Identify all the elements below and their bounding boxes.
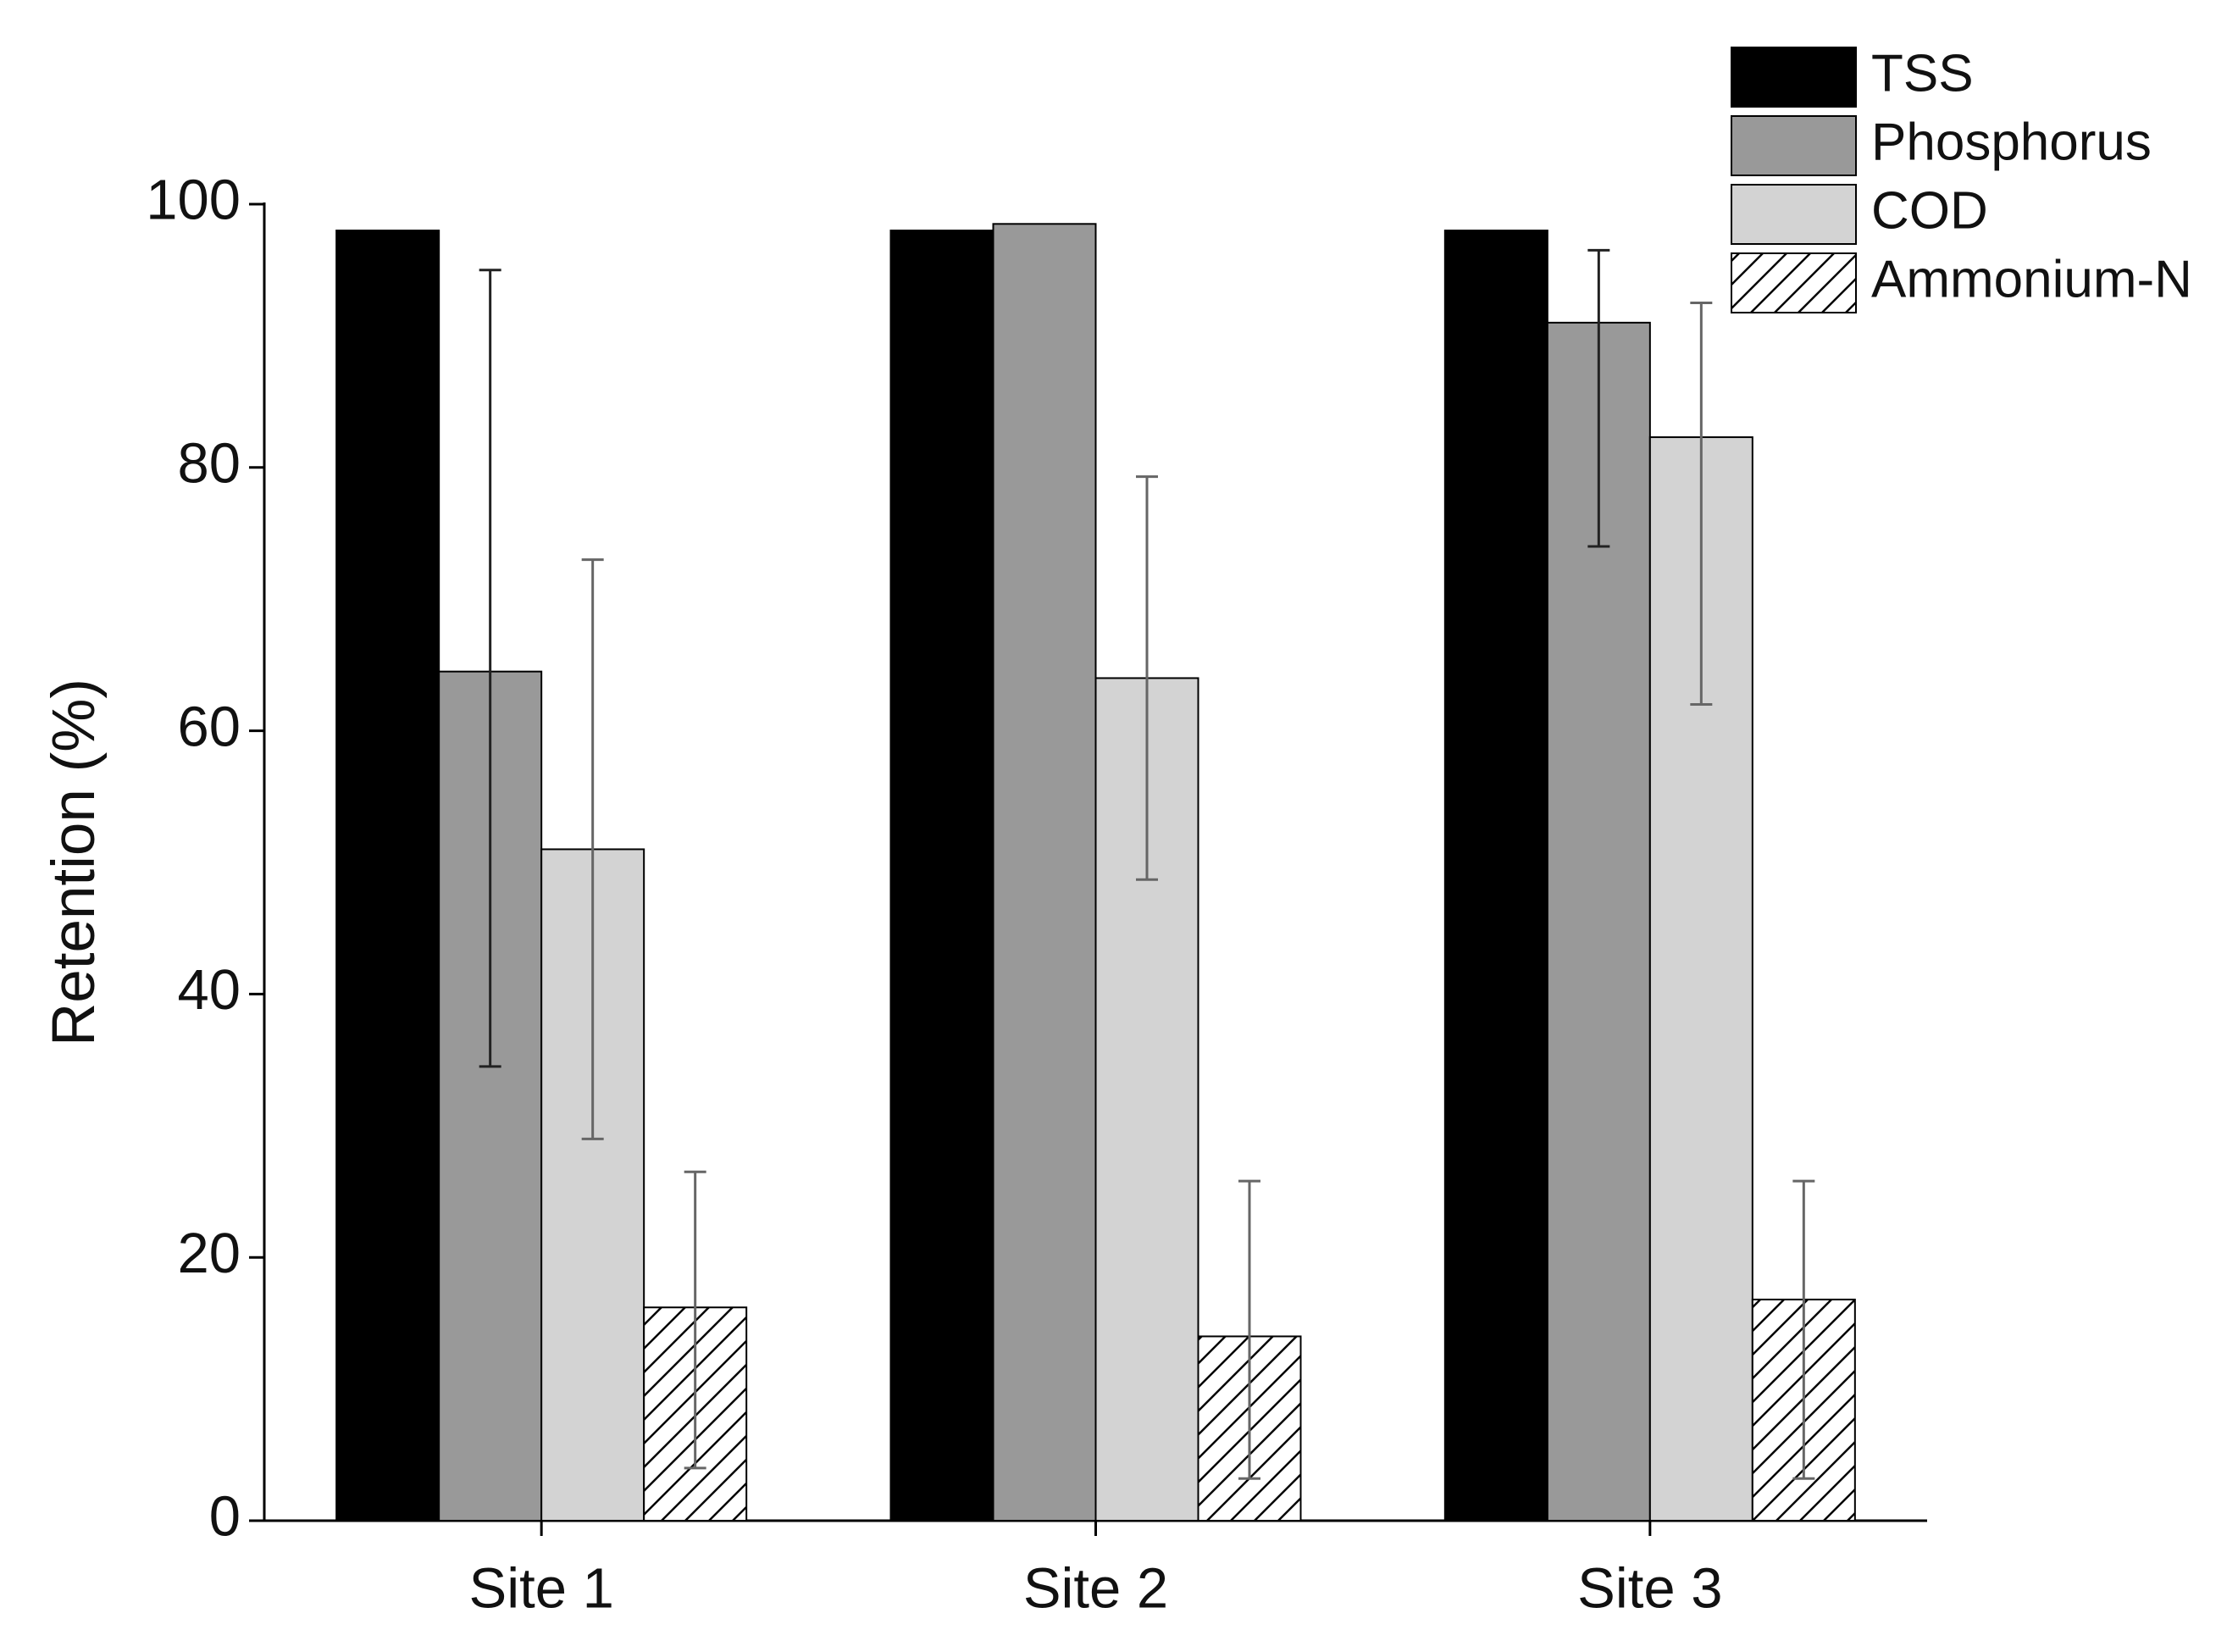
bar xyxy=(889,230,994,1522)
error-bar xyxy=(1136,475,1158,881)
y-axis-label: Retention (%) xyxy=(41,679,108,1046)
legend-label: Ammonium-N xyxy=(1871,250,2192,308)
error-bar xyxy=(1238,1179,1260,1480)
y-tick-label: 100 xyxy=(146,169,241,232)
error-bar xyxy=(1587,248,1610,548)
x-tick-label: Site 1 xyxy=(469,1557,614,1621)
legend-swatch xyxy=(1731,184,1857,245)
error-bar xyxy=(479,269,501,1068)
x-tick-label: Site 3 xyxy=(1577,1557,1722,1621)
bar xyxy=(1443,230,1548,1522)
legend-label: Phosphorus xyxy=(1871,113,2152,171)
y-tick-label: 80 xyxy=(177,432,241,496)
legend-swatch xyxy=(1731,252,1857,313)
x-tick-label: Site 2 xyxy=(1023,1557,1168,1621)
y-tick-label: 0 xyxy=(209,1485,241,1549)
y-tick-label: 20 xyxy=(177,1222,241,1285)
error-bar xyxy=(1690,302,1713,707)
legend-swatch xyxy=(1731,47,1857,108)
legend-label: TSS xyxy=(1871,44,1974,103)
legend-swatch xyxy=(1731,115,1857,176)
error-bar xyxy=(1792,1179,1815,1480)
error-bar xyxy=(581,558,604,1140)
y-tick-label: 40 xyxy=(177,958,241,1022)
error-bar xyxy=(684,1170,706,1470)
bar xyxy=(335,230,440,1522)
y-tick-label: 60 xyxy=(177,695,241,758)
legend-label: COD xyxy=(1871,181,1988,240)
bar xyxy=(992,223,1097,1522)
